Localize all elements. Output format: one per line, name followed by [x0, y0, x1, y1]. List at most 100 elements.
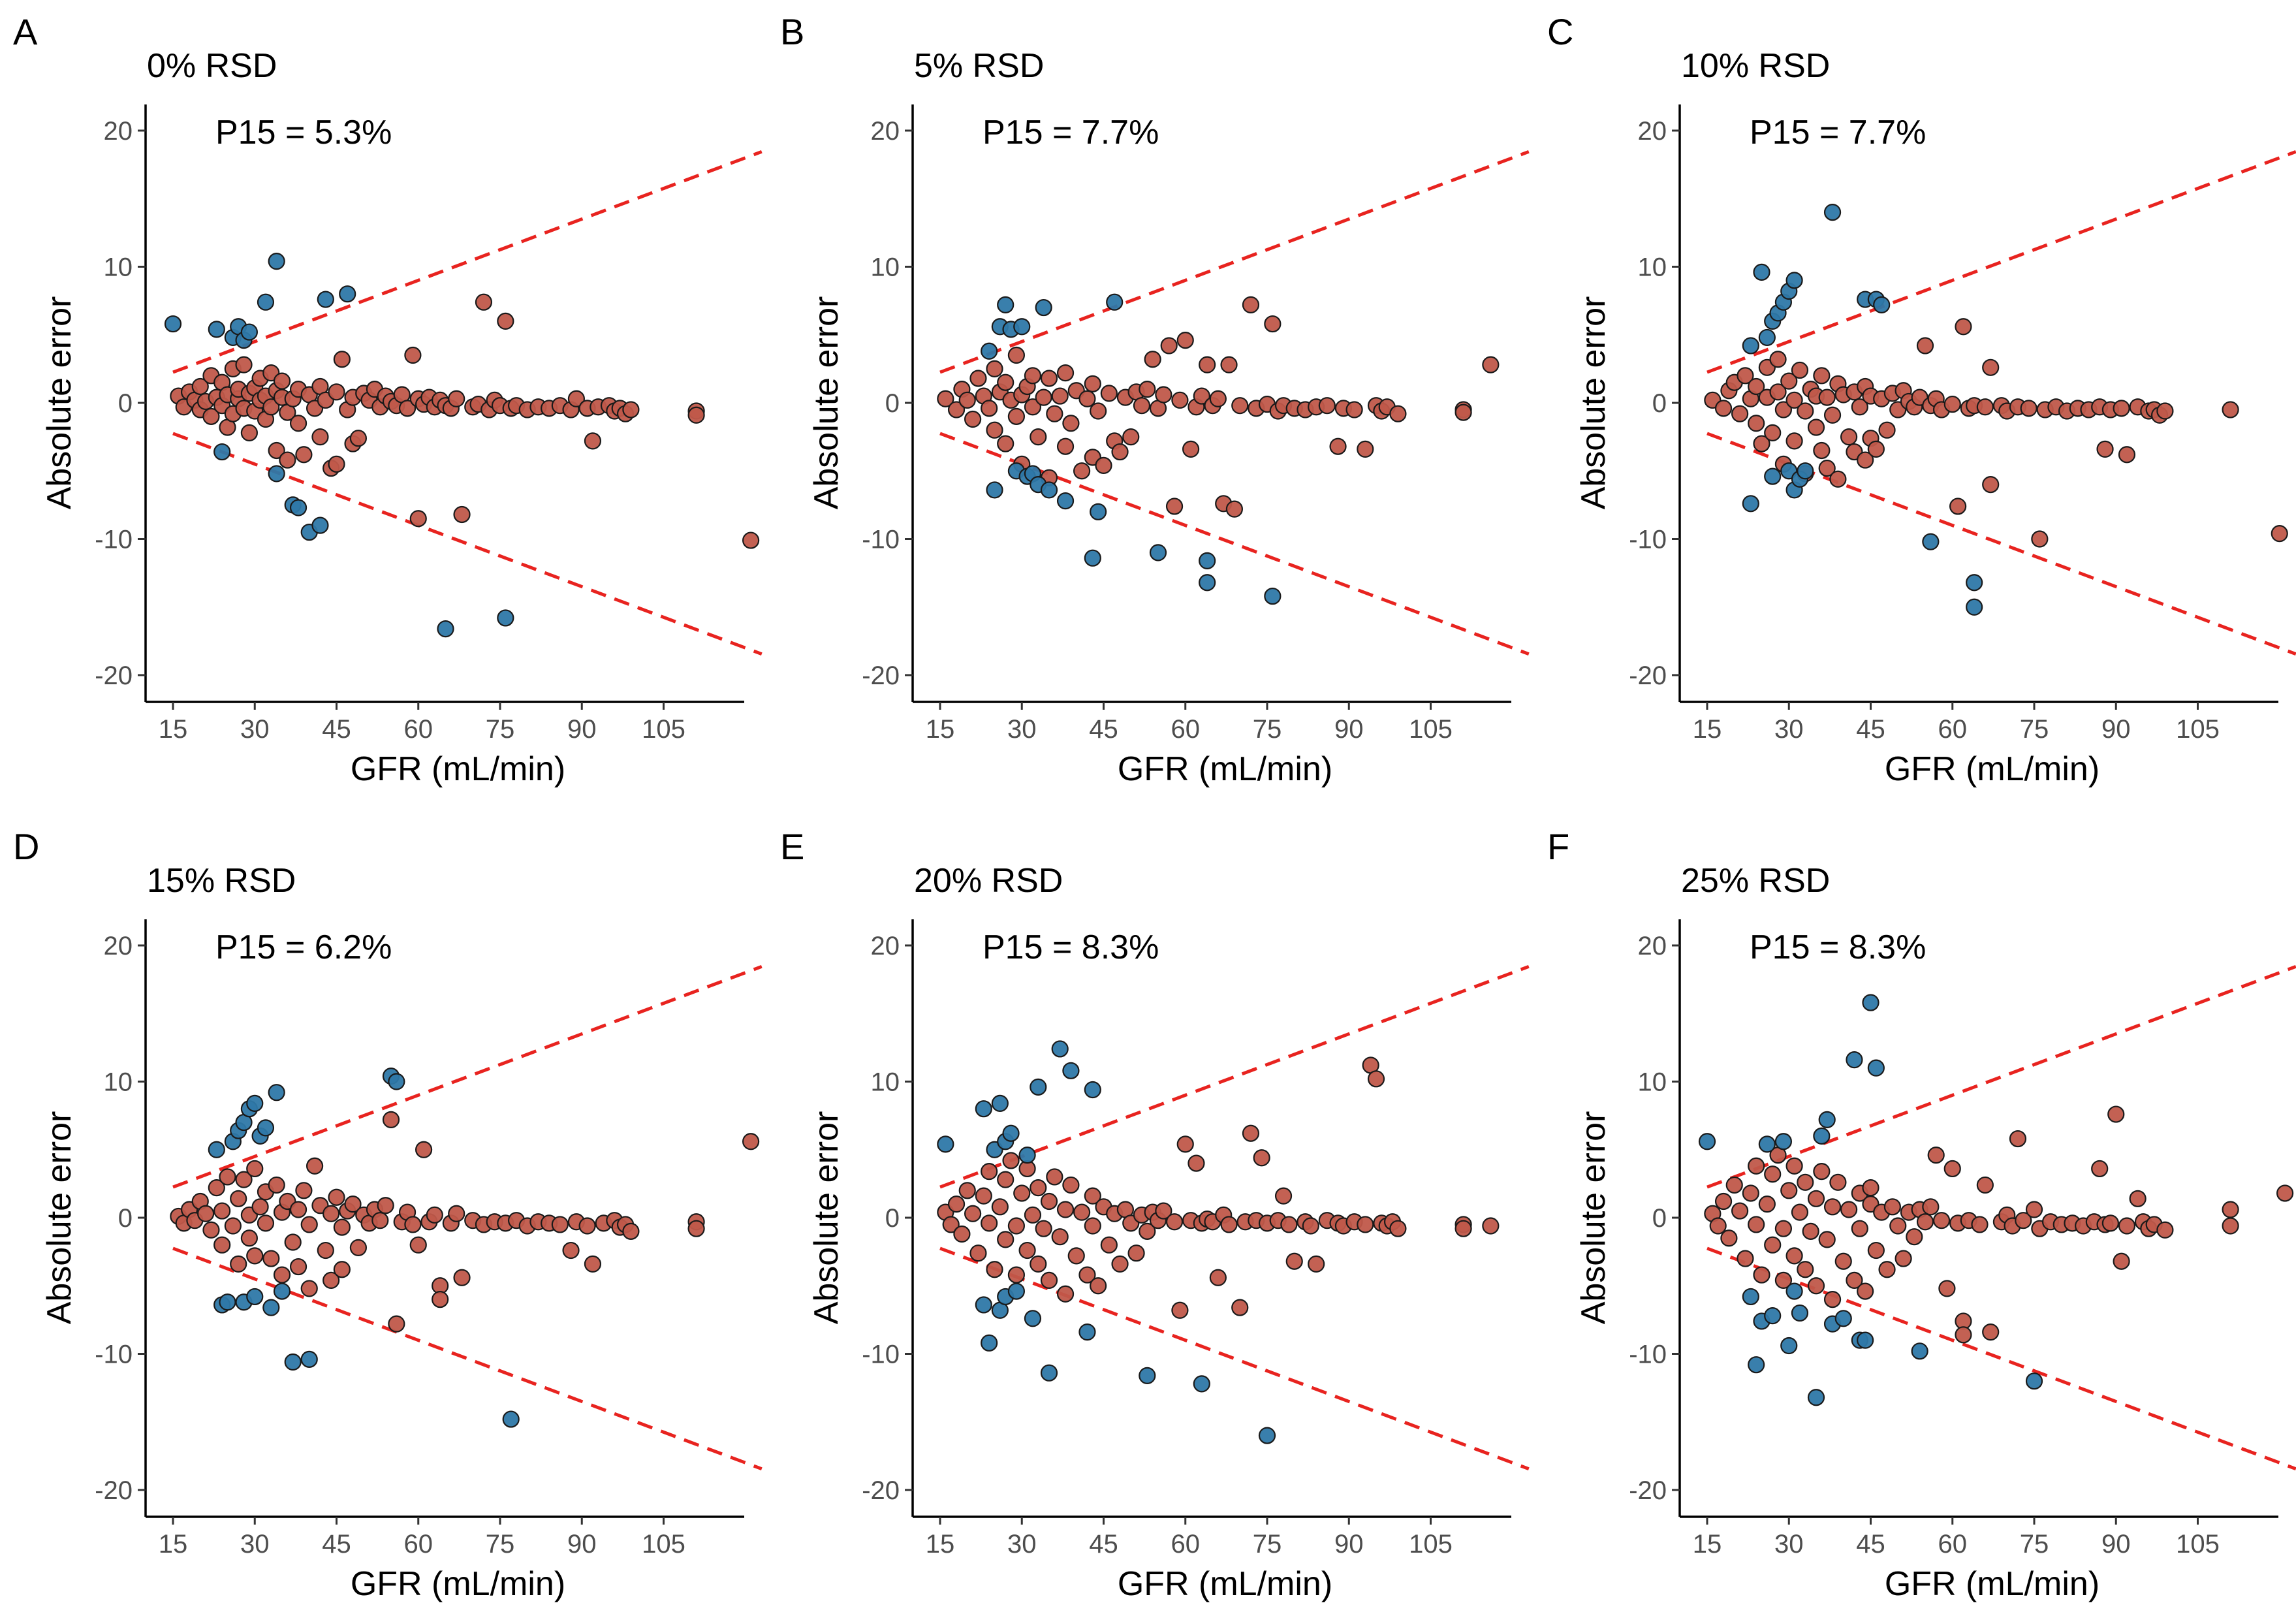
x-tick-label: 105	[642, 715, 685, 744]
data-point	[1067, 1247, 1085, 1265]
data-point	[1100, 385, 1118, 402]
x-tick-label: 15	[1693, 715, 1722, 744]
data-point	[997, 1171, 1014, 1188]
data-point	[1024, 398, 1042, 416]
data-point	[300, 1280, 318, 1297]
series-within-15pct	[170, 293, 760, 549]
data-point	[1056, 364, 1075, 382]
panel-d: D 15% RSD P15 = 6.2% -20 -10 0 10 20 15 30 45 60 75 9…	[13, 826, 763, 1603]
data-point	[240, 323, 258, 341]
p15-annotation: P15 = 6.2%	[215, 928, 392, 966]
data-point	[1155, 386, 1172, 404]
data-point	[453, 1269, 471, 1286]
x-tick-label: 90	[1334, 1530, 1364, 1559]
data-point	[2107, 1105, 2125, 1123]
data-point	[1807, 1277, 1825, 1295]
data-point	[1139, 1367, 1156, 1384]
data-point	[1785, 1247, 1803, 1265]
y-tick-label: 10	[104, 1068, 133, 1097]
data-point	[333, 1218, 351, 1236]
y-tick-label: -20	[95, 661, 133, 690]
data-point	[1922, 1198, 1940, 1216]
x-tick-label: 60	[1171, 1530, 1201, 1559]
data-point	[942, 1216, 960, 1233]
data-point	[1100, 1236, 1118, 1254]
data-point	[1040, 1364, 1058, 1382]
data-point	[377, 1197, 394, 1214]
data-point	[1171, 391, 1189, 409]
data-point	[1840, 1201, 1858, 1218]
data-point	[975, 1100, 992, 1118]
data-point	[2025, 1372, 2043, 1390]
data-point	[1818, 459, 1836, 477]
data-point	[1753, 1266, 1770, 1284]
data-point	[986, 421, 1003, 439]
data-point	[404, 346, 422, 364]
data-point	[947, 401, 966, 419]
data-point	[622, 1222, 640, 1240]
data-point	[1829, 470, 1847, 488]
data-point	[1225, 500, 1244, 518]
data-point	[2271, 525, 2288, 543]
panel-title: 20% RSD	[914, 862, 1063, 900]
data-point	[1720, 1229, 1738, 1247]
data-point	[969, 370, 987, 387]
y-axis-label: Absolute error	[1575, 1111, 1612, 1325]
data-point	[1867, 1241, 1885, 1260]
data-point	[2096, 440, 2114, 458]
data-point	[1007, 1217, 1025, 1235]
data-point	[1209, 1269, 1227, 1286]
panel-letter: C	[1547, 11, 1573, 52]
x-tick-label: 75	[2020, 715, 2049, 744]
x-tick-label: 60	[1938, 715, 1968, 744]
lower-15pct-line	[172, 432, 763, 656]
data-point	[1911, 1342, 1928, 1360]
data-point	[1851, 1220, 1868, 1237]
data-point	[1165, 498, 1184, 515]
data-point	[1949, 498, 1967, 515]
data-point	[1862, 1179, 1879, 1197]
data-point	[1482, 356, 1500, 373]
data-point	[1318, 397, 1336, 415]
upper-15pct-line	[172, 150, 763, 374]
data-point	[1932, 1212, 1951, 1229]
data-point	[1280, 1216, 1298, 1233]
data-point	[1030, 1179, 1047, 1197]
panel-letter: B	[780, 11, 804, 52]
y-axis-label: Absolute error	[808, 1111, 845, 1325]
data-point	[213, 443, 231, 461]
data-point	[1834, 1252, 1852, 1270]
data-point	[268, 1084, 285, 1101]
data-point	[1829, 1173, 1847, 1191]
data-point	[284, 1233, 302, 1251]
data-point	[1725, 1176, 1743, 1194]
data-point	[202, 407, 220, 425]
data-point	[1056, 492, 1075, 510]
data-point	[1731, 1202, 1749, 1220]
x-tick-label: 45	[1856, 715, 1885, 744]
data-point	[208, 1141, 225, 1158]
data-point	[382, 1111, 400, 1128]
data-point	[1455, 1220, 1472, 1237]
data-point	[1906, 1228, 1923, 1246]
data-point	[404, 1216, 422, 1233]
y-tick-label: -20	[95, 1476, 133, 1505]
data-point	[1133, 397, 1151, 415]
data-point	[1878, 1261, 1896, 1278]
data-point	[1857, 1282, 1874, 1300]
data-point	[687, 1220, 705, 1237]
data-point	[1149, 544, 1167, 562]
data-point	[1199, 574, 1216, 592]
data-point	[1764, 1307, 1782, 1325]
data-point	[262, 1250, 280, 1267]
data-point	[1084, 1187, 1101, 1205]
data-point	[1090, 1277, 1107, 1295]
data-point	[1078, 1266, 1096, 1284]
data-point	[191, 377, 209, 396]
x-tick-label: 75	[1253, 1530, 1282, 1559]
data-point	[1040, 1192, 1058, 1211]
data-point	[622, 401, 640, 419]
data-point	[1090, 503, 1107, 520]
data-point	[240, 1229, 258, 1247]
data-point	[1943, 1160, 1961, 1178]
